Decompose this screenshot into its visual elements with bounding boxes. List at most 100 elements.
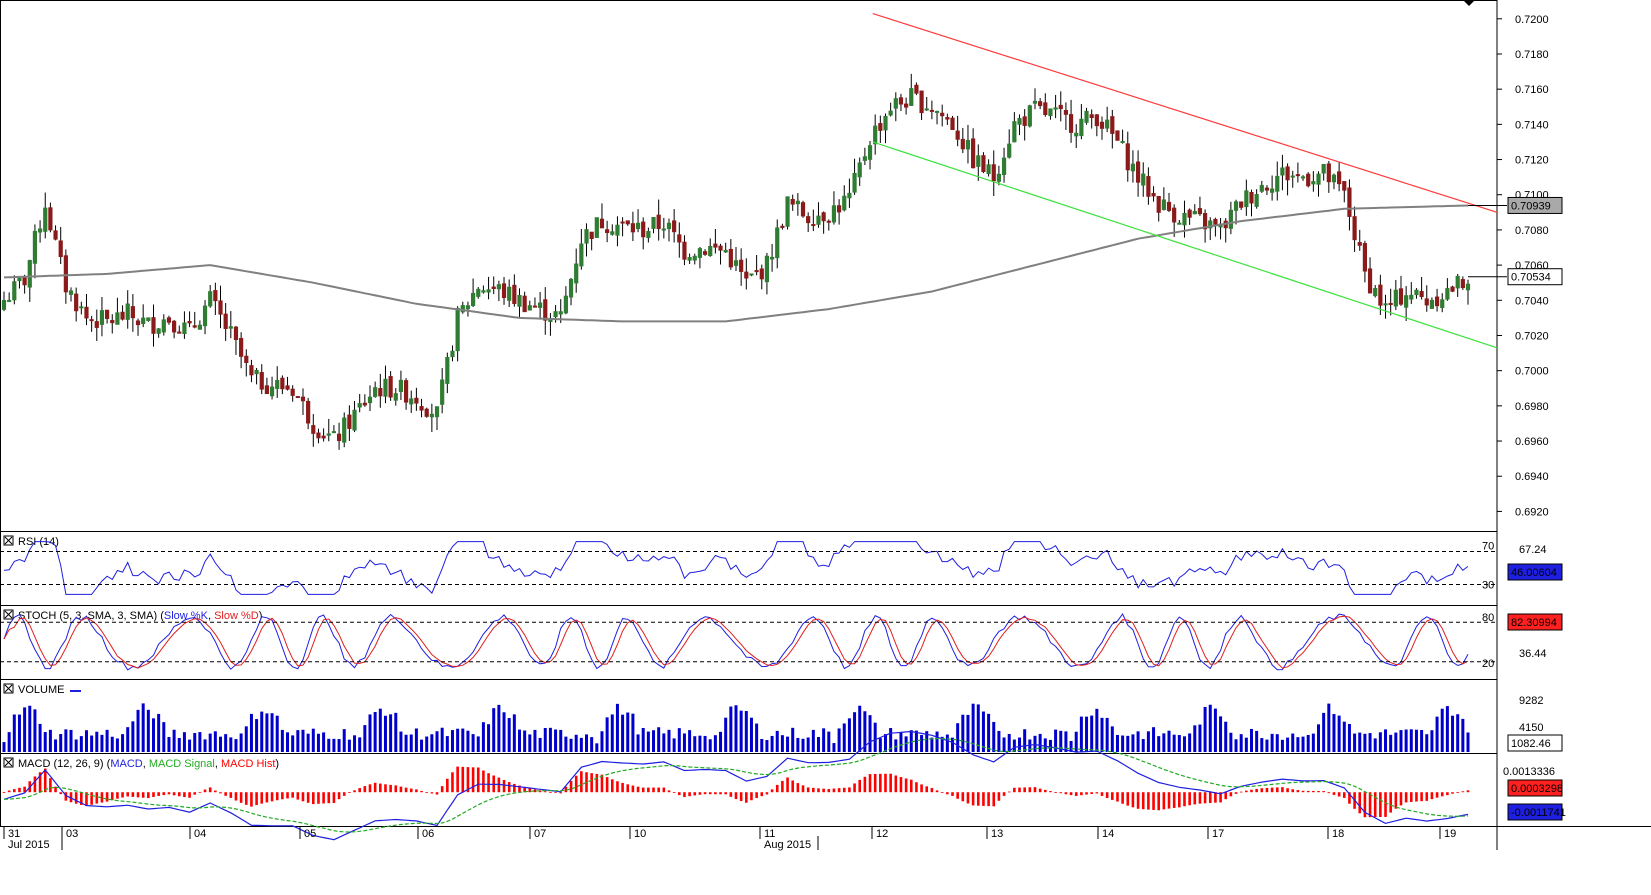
macd-hist-bar [745,792,748,803]
volume-bar [827,731,831,752]
macd-hist-bar [729,792,733,797]
candle-bear [130,306,135,319]
macd-hist-bar [49,778,52,793]
candle-bull [507,286,512,301]
macd-hist-bar [714,792,717,795]
macd-hist-bar [528,788,532,793]
volume-bar [837,728,841,752]
macd-hist-bar [157,792,160,796]
macd-hist-bar [683,792,686,798]
candle-bear [218,300,223,315]
volume-bar [1115,734,1119,752]
volume-bar [69,729,73,752]
candle-bear [1146,176,1151,197]
volume-bar [162,722,166,752]
candle-bull [156,328,161,334]
volume-bar [992,721,996,752]
macd-hist-bar [116,792,119,799]
macd-hist-bar [69,792,73,803]
candle-bear [1022,116,1027,126]
panel-legend-item: MACD Hist [221,758,275,770]
macd-hist-bar [677,792,681,796]
volume-bar [203,739,207,752]
macd-hist-bar [1394,792,1398,809]
candle-bear [682,241,687,260]
candle-bear [1347,187,1352,217]
macd-hist-bar [1116,792,1119,802]
macd-hist-bar [781,780,784,793]
candle-bear [904,103,909,108]
candle-bull [43,207,48,232]
macd-hist-bar [909,779,913,793]
candle-bear [1213,218,1218,225]
macd-hist-bar [1126,792,1130,806]
candle-bull [615,224,620,236]
volume-bar [842,723,846,752]
candle-bull [883,115,888,131]
panel-label-stoch: STOCH (5, 3, SMA, 3, SMA) (Slow %K, Slow… [18,610,262,622]
macd-hist-bar [750,792,753,801]
price-tick-label: 0.7040 [1515,295,1549,307]
candle-bear [599,218,605,229]
candle-bull [1084,110,1089,123]
volume-bar [1404,729,1408,752]
volume-bar [1018,737,1022,752]
candle-bear [280,377,285,390]
candle-bull [326,433,331,436]
macd-hist-bar [1250,789,1253,793]
volume-bar [956,723,960,752]
candle-bear [914,84,919,94]
candle-bear [955,130,960,140]
volume-bar [54,739,58,752]
candle-bull [909,88,914,106]
candle-bull [847,192,852,199]
macd-hist-bar [1152,792,1155,810]
volume-bar [430,734,434,752]
candle-bear [316,432,321,439]
candle-bear [300,396,306,402]
volume-bar [1095,708,1099,752]
macd-hist-bar [858,779,862,793]
macd-hist-bar [177,792,181,797]
macd-hist-bar [1342,792,1346,798]
volume-bar [662,733,666,752]
volume-bar [1229,732,1233,752]
macd-hist-bar [708,792,712,795]
macd-hist-bar [1301,790,1305,793]
macd-hist-bar [822,788,825,793]
volume-bar [157,713,161,752]
macd-hist-bar [688,792,691,797]
rsi-level-30-label: 30 [1482,580,1494,592]
volume-bar [1239,734,1243,752]
candle-bear [677,234,682,243]
volume-bar [394,712,398,752]
macd-hist-bar [580,771,583,793]
stoch-d-line [3,615,1469,669]
volume-bar [1048,739,1052,752]
macd-hist-bar [1085,792,1088,795]
volume-bar [801,738,805,752]
macd-hist-bar [940,792,944,794]
macd-hist-bar [1007,791,1011,793]
volume-bar [1136,731,1140,752]
candle-bull [1027,105,1032,127]
volume-bar [471,734,475,752]
candle-bull [331,431,337,434]
candle-bull [1141,173,1146,186]
candle-bear [940,112,945,117]
panel-close-icon-cross [4,610,13,619]
macd-hist-bar [1389,792,1392,813]
panel-legend-close: ) [275,758,279,770]
volume-bar [1451,715,1455,752]
candle-bear [414,397,419,404]
candle-bull [1440,299,1445,308]
candle-bull [496,284,501,290]
volume-bar [688,730,692,752]
macd-hist-bar [1131,792,1135,808]
price-tick-label: 0.6960 [1515,436,1549,448]
candle-bull [1120,141,1125,144]
volume-bar [755,723,759,752]
candle-bear [821,212,826,222]
volume-bar [878,738,882,752]
macd-hist-bar [95,792,99,804]
